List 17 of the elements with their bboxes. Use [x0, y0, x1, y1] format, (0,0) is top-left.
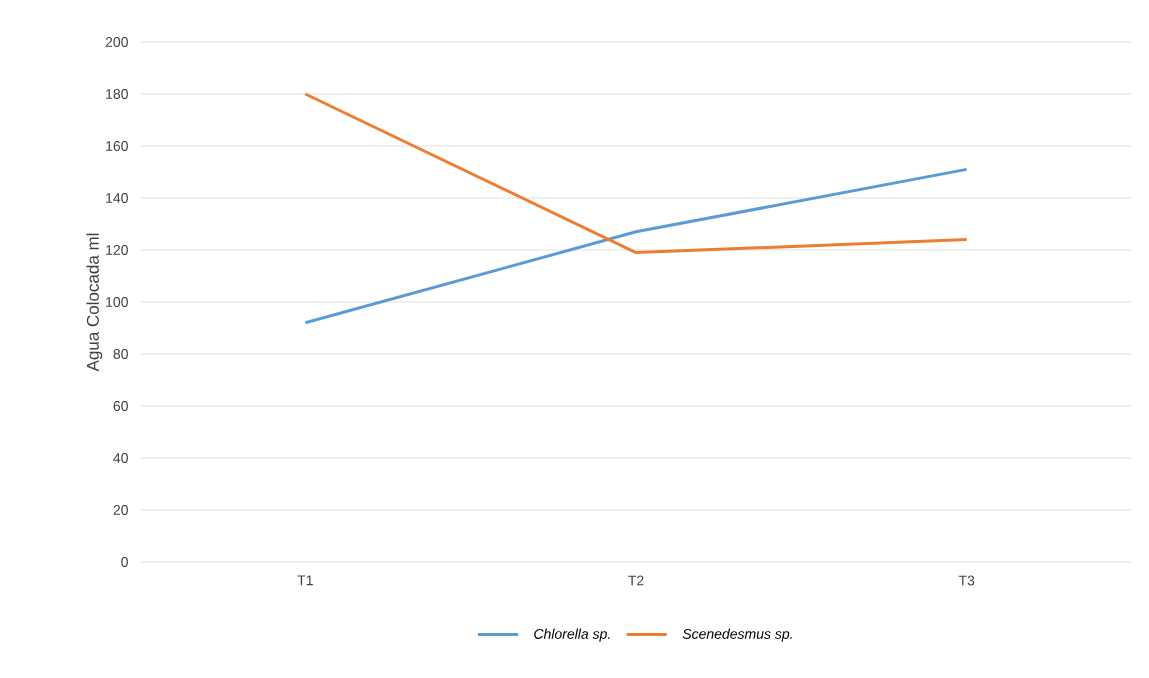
- y-tick-label: 200: [105, 37, 128, 47]
- y-axis-title: Agua Colocada ml: [86, 233, 103, 372]
- y-tick-label: 100: [106, 297, 128, 307]
- y-tick-label: 0: [121, 557, 128, 567]
- y-tick-label: 20: [113, 505, 128, 515]
- legend-label: Chlorella sp.: [534, 628, 610, 642]
- y-tick-label: 160: [106, 141, 128, 151]
- y-tick-label: 60: [113, 401, 128, 411]
- y-tick-label: 180: [106, 89, 128, 99]
- y-tick-label: 40: [113, 453, 128, 463]
- y-tick-label: 80: [113, 349, 128, 359]
- x-tick-label: T3: [958, 575, 975, 586]
- x-tick-label: T1: [297, 575, 313, 586]
- y-tick-label: 120: [106, 245, 128, 255]
- x-tick-label: T2: [628, 575, 644, 586]
- legend-label: Scenedesmus sp.: [682, 628, 792, 642]
- y-tick-label: 140: [106, 193, 128, 203]
